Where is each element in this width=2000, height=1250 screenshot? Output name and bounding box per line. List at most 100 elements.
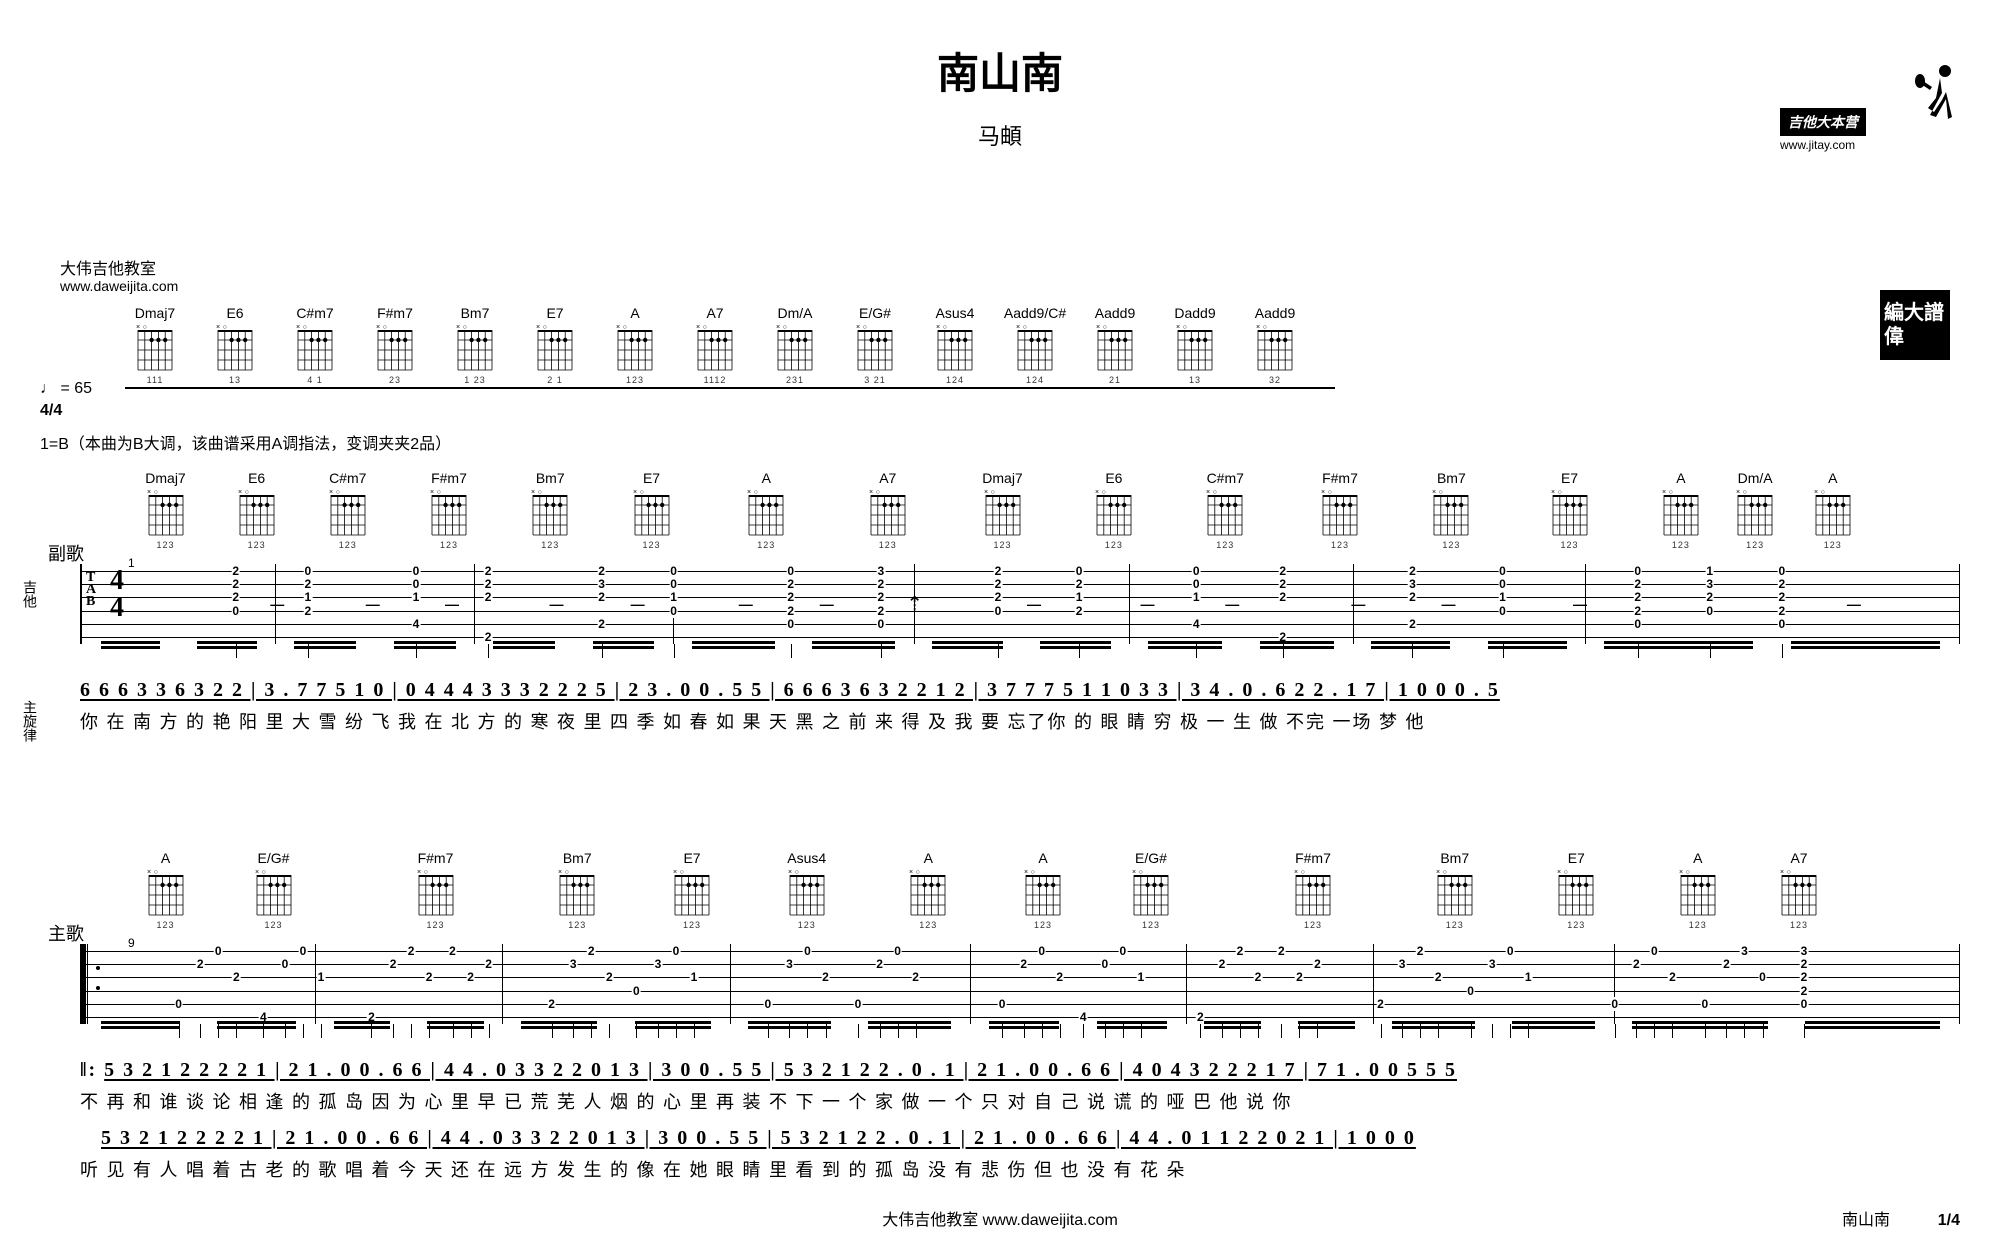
strum-arrow-icon: ⇡ — [906, 592, 923, 617]
chord-fingering: 124 — [1026, 375, 1044, 385]
chord-fingering: 123 — [568, 920, 586, 930]
chord-diagram-icon: ×○ — [784, 869, 830, 919]
chord-diagram-icon: ×○ — [532, 324, 578, 374]
chord-slot: A ×○ 123 — [1644, 470, 1718, 560]
chord-name: Dmaj7 — [145, 470, 185, 486]
chord-fingering: 123 — [1824, 540, 1842, 550]
chord-ref-item: A ×○ 123 — [605, 305, 665, 385]
chord-slot: Bm7 ×○ 123 — [1408, 470, 1496, 560]
chord-name: A7 — [879, 470, 896, 486]
chord-fingering: 123 — [1331, 540, 1349, 550]
chord-fingering: 123 — [1442, 540, 1460, 550]
chord-diagram-icon: ×○ — [1252, 324, 1298, 374]
chord-diagram-icon: ×○ — [865, 489, 911, 539]
tab-fret-number: 0 — [303, 564, 312, 578]
tab-fret-number: 2 — [911, 970, 920, 984]
svg-text:○: ○ — [916, 869, 920, 876]
tab-fret-number: 0 — [1037, 944, 1046, 958]
svg-text:×: × — [909, 869, 913, 876]
tab-fret-number: 2 — [1254, 970, 1263, 984]
chord-fingering: 123 — [1746, 540, 1764, 550]
svg-text:×: × — [747, 489, 751, 496]
chord-name: Dmaj7 — [982, 470, 1022, 486]
tab-rest: — — [1847, 596, 1861, 612]
tab-fret-number: 2 — [1196, 1010, 1205, 1024]
chord-diagram-icon: ×○ — [1675, 869, 1721, 919]
tab-fret-number: 0 — [1498, 577, 1507, 591]
svg-text:○: ○ — [423, 869, 427, 876]
tab-staff-1: TAB 44 2220—0212—0014—2222—2322—0010—022… — [80, 564, 1960, 644]
tab-fret-number: 3 — [1740, 944, 1749, 958]
chord-ref-item: Dadd9 ×○ 13 — [1165, 305, 1225, 385]
artist-name: 马頔 — [0, 119, 2000, 151]
tab-fret-number: 0 — [1118, 944, 1127, 958]
tab-fret-number: 2 — [484, 577, 493, 591]
tab-fret-number: 2 — [875, 957, 884, 971]
svg-text:○: ○ — [153, 869, 157, 876]
chord-fingering: 123 — [339, 540, 357, 550]
chord-name: A7 — [1790, 850, 1807, 866]
svg-text:×: × — [1095, 489, 1099, 496]
chord-name: Dadd9 — [1174, 305, 1215, 321]
tab-fret-number: 1 — [317, 970, 326, 984]
chord-diagram-icon: ×○ — [325, 489, 371, 539]
chord-diagram-icon: ×○ — [1290, 869, 1336, 919]
svg-text:×: × — [1432, 489, 1436, 496]
repeat-start-barline — [82, 944, 88, 1024]
svg-text:×: × — [1780, 869, 1784, 876]
chord-diagram-icon: ×○ — [1432, 869, 1478, 919]
tab-fret-number: 0 — [214, 944, 223, 958]
chord-fingering: 123 — [757, 540, 775, 550]
chord-fingering: 2 1 — [547, 375, 563, 385]
tab-fret-number: 2 — [1278, 564, 1287, 578]
chord-slot: A7 ×○ 123 — [820, 470, 955, 560]
chord-name: F#m7 — [1322, 470, 1358, 486]
tab-fret-number: 2 — [587, 944, 596, 958]
svg-text:×: × — [146, 489, 150, 496]
tab-fret-number: 0 — [669, 577, 678, 591]
chord-name: Dmaj7 — [135, 305, 175, 321]
chord-fingering: 123 — [541, 540, 559, 550]
tab-fret-number: 0 — [412, 564, 421, 578]
tab-fret-number: 0 — [764, 997, 773, 1011]
chord-name: A — [161, 850, 170, 866]
svg-text:○: ○ — [875, 489, 879, 496]
chord-diagram-icon: ×○ — [980, 489, 1026, 539]
chord-slot: A ×○ 123 — [1792, 470, 1873, 560]
chord-fingering: 123 — [426, 920, 444, 930]
chord-fingering: 23 — [389, 375, 401, 385]
tab-fret-number: 2 — [303, 577, 312, 591]
tab-fret-number: 0 — [231, 604, 240, 618]
jianpu-line-1: 6 6 6 3 3 6 3 2 2 | 3 . 7 7 5 1 0 | 0 4 … — [80, 674, 1960, 706]
tab-fret-number: 2 — [1408, 590, 1417, 604]
chord-name: Aadd9/C# — [1004, 305, 1066, 321]
chord-ref-item: Asus4 ×○ 124 — [925, 305, 985, 385]
tab-fret-number: 2 — [1633, 604, 1642, 618]
tab-fret-number: 3 — [877, 564, 886, 578]
chord-name: Bm7 — [536, 470, 565, 486]
tab-fret-number: 2 — [821, 970, 830, 984]
chord-fingering: 123 — [1142, 920, 1160, 930]
chord-slot: Bm7 ×○ 123 — [510, 470, 591, 560]
tab-fret-number: 0 — [1777, 564, 1786, 578]
svg-text:×: × — [296, 324, 300, 331]
chord-name: F#m7 — [431, 470, 467, 486]
tab-fret-number: 0 — [1610, 997, 1619, 1011]
svg-text:×: × — [1662, 489, 1666, 496]
chord-name: A — [924, 850, 933, 866]
tab-fret-number: 0 — [994, 604, 1003, 618]
chord-name: A — [1693, 850, 1702, 866]
tab-rest: — — [445, 596, 459, 612]
section-label-fuqu: 副歌 — [48, 540, 84, 566]
chord-fingering: 123 — [1446, 920, 1464, 930]
svg-text:×: × — [456, 324, 460, 331]
svg-text:○: ○ — [1183, 324, 1187, 331]
svg-text:○: ○ — [223, 324, 227, 331]
time-signature-text: 4/4 — [40, 402, 62, 420]
svg-text:○: ○ — [623, 324, 627, 331]
chord-fingering: 4 1 — [307, 375, 323, 385]
chord-fingering: 123 — [156, 920, 174, 930]
chord-fingering: 123 — [156, 540, 174, 550]
chord-name: Dm/A — [778, 305, 813, 321]
chord-diagram-icon: ×○ — [1128, 869, 1174, 919]
